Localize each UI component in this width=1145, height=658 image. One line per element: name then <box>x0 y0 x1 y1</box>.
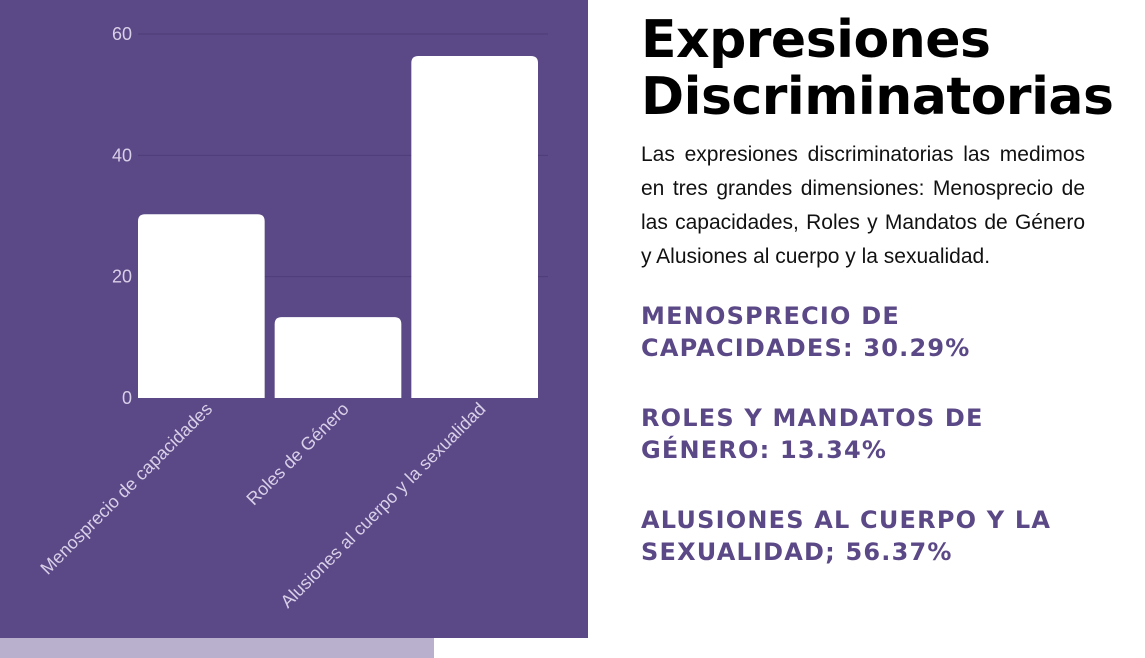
stat-menosprecio: MENOSPRECIO DE CAPACIDADES: 30.29% <box>641 302 971 362</box>
stat-roles: ROLES Y MANDATOS DE GÉNERO: 13.34% <box>641 404 984 464</box>
y-tick-label: 60 <box>112 24 132 44</box>
text-panel: Expresiones Discriminatorias Las expresi… <box>641 10 1114 568</box>
x-tick-label: Roles de Género <box>242 399 352 509</box>
stats-list: MENOSPRECIO DE CAPACIDADES: 30.29% ROLES… <box>641 300 1085 568</box>
chart-panel: 0 20 40 60 Menosprecio de capacidades Roles d… <box>0 0 588 638</box>
y-tick-label: 40 <box>112 145 132 165</box>
page-title: Expresiones Discriminatorias <box>641 10 1114 127</box>
bottom-strip <box>0 638 434 658</box>
x-tick-label: Menosprecio de capacidades <box>36 399 216 579</box>
y-tick-label: 0 <box>122 388 132 408</box>
bar <box>411 56 538 398</box>
y-tick-label: 20 <box>112 267 132 287</box>
bar-chart: 0 20 40 60 Menosprecio de capacidades Roles d… <box>36 24 548 612</box>
bar <box>138 214 265 398</box>
description-text: Las expresiones discriminatorias las med… <box>641 143 1085 268</box>
bar <box>274 317 402 398</box>
stat-alusiones: ALUSIONES AL CUERPO Y LA SEXUALIDAD; 56.… <box>641 506 1052 566</box>
